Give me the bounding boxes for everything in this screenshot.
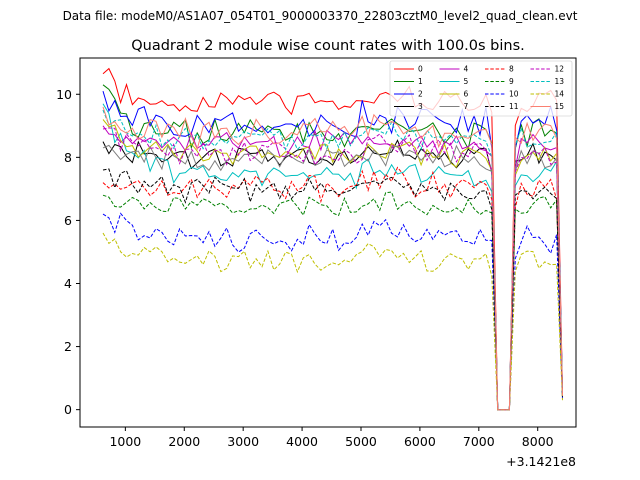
legend-label: 3 (418, 102, 423, 111)
series-line-11 (102, 168, 563, 411)
x-axis-offset-label: +3.1421e8 (506, 454, 576, 469)
x-tick-label: 6000 (404, 434, 436, 449)
legend-frame (389, 60, 573, 117)
legend-label: 5 (464, 77, 469, 86)
x-tick-label: 2000 (168, 434, 200, 449)
chart-title: Quadrant 2 module wise count rates with … (131, 38, 525, 54)
series-line-3 (102, 139, 563, 411)
legend-label: 14 (555, 90, 565, 99)
x-tick-label: 5000 (345, 434, 377, 449)
series-line-14 (102, 232, 563, 411)
legend-label: 7 (464, 102, 469, 111)
y-tick-label: 4 (64, 276, 72, 291)
x-tick-label: 4000 (286, 434, 318, 449)
series-line-10 (102, 212, 563, 411)
figure-suptitle: Data file: modeM0/AS1A07_054T01_90000033… (63, 9, 578, 23)
series-line-9 (102, 191, 563, 411)
legend-label: 15 (555, 102, 565, 111)
x-tick-label: 1000 (109, 434, 141, 449)
axes-frame (79, 57, 577, 428)
y-tick-label: 0 (64, 402, 72, 417)
legend-label: 6 (464, 90, 469, 99)
legend-label: 2 (418, 90, 423, 99)
y-tick-label: 6 (64, 213, 72, 228)
series-line-12 (102, 127, 563, 411)
y-axis: 0 2 4 6 8 10 (56, 87, 80, 417)
legend-label: 0 (418, 65, 423, 74)
legend-label: 8 (509, 65, 514, 74)
series-line-15 (102, 106, 563, 411)
legend-label: 12 (555, 65, 565, 74)
legend-label: 13 (555, 77, 565, 86)
y-tick-label: 8 (64, 150, 72, 165)
series-layer (102, 67, 563, 411)
series-line-5 (102, 103, 563, 411)
legend-label: 1 (418, 77, 423, 86)
x-tick-label: 3000 (227, 434, 259, 449)
x-axis: 1000 2000 3000 4000 5000 6000 7000 8000 (109, 427, 554, 449)
series-line-7 (102, 144, 563, 411)
legend-label: 9 (509, 77, 514, 86)
x-tick-label: 7000 (463, 434, 495, 449)
legend-label: 11 (509, 102, 519, 111)
series-line-6 (102, 119, 563, 411)
legend-label: 10 (509, 90, 519, 99)
y-tick-label: 2 (64, 339, 72, 354)
series-line-8 (102, 166, 563, 411)
legend-label: 4 (464, 65, 469, 74)
x-tick-label: 8000 (522, 434, 554, 449)
y-tick-label: 10 (56, 87, 72, 102)
